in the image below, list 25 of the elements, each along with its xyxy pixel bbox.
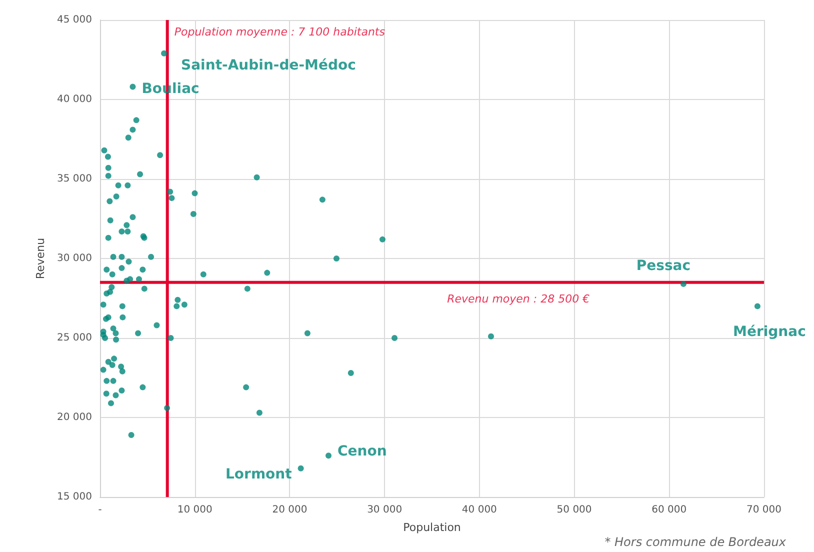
x-tick-label: 20 000 (272, 504, 308, 516)
annotation: Saint-Aubin-de-Médoc (181, 57, 356, 74)
annotation: Mérignac (733, 324, 806, 340)
y-tick-label: 45 000 (57, 14, 92, 26)
y-tick-label: 20 000 (57, 412, 92, 423)
ref-line-label: Revenu moyen : 28 500 € (447, 292, 590, 306)
y-tick-label: 25 000 (57, 332, 92, 344)
x-axis-title: Population (403, 521, 461, 534)
y-tick-label: 35 000 (57, 174, 92, 184)
y-tick-label: 40 000 (57, 94, 92, 105)
annotation: Pessac (636, 258, 691, 274)
annotation: Lormont (226, 466, 292, 482)
y-tick-label: 15 000 (57, 492, 92, 502)
y-axis-title: Revenu (34, 238, 48, 280)
ref-line-label: Population moyenne : 7 100 habitants (174, 26, 386, 38)
y-tick-label: 30 000 (57, 253, 92, 264)
x-tick-label: 30 000 (367, 504, 402, 516)
x-tick-label: 40 000 (462, 504, 497, 516)
x-tick-label: 60 000 (652, 504, 687, 516)
x-tick-label: - (98, 504, 102, 516)
annotation: Cenon (338, 444, 387, 460)
x-tick-label: 70 000 (746, 504, 782, 516)
x-tick-label: 50 000 (556, 504, 592, 516)
text: * Hors commune de Bordeaux (604, 535, 787, 549)
x-tick-label: 10 000 (177, 504, 212, 516)
